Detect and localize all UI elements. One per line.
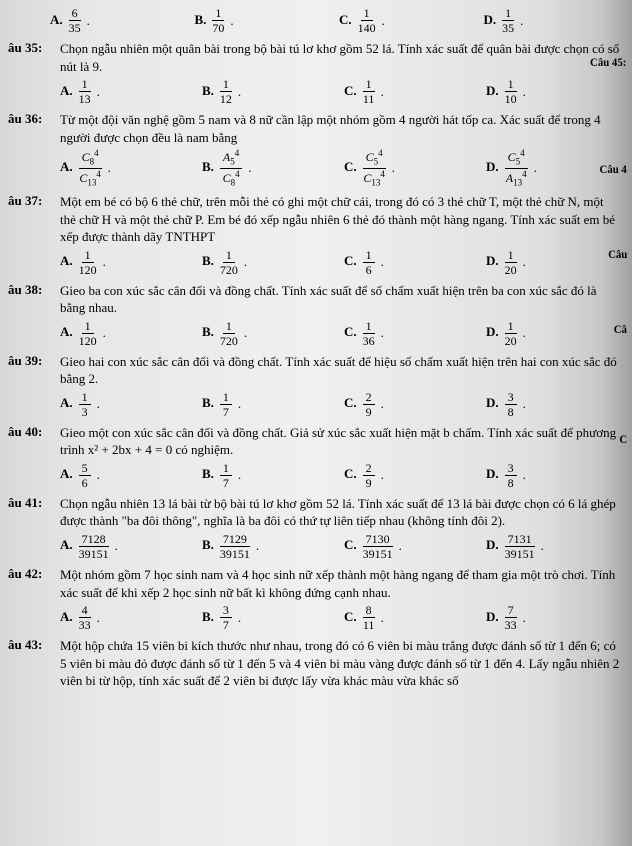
q40-label: âu 40: [8,424,60,440]
q40-c: C.29. [344,462,478,489]
opt-top-b: B.170. [195,7,332,34]
q42-a: A.433. [60,604,194,631]
q41-d: D.713139151. [486,533,620,560]
q41-text: Chọn ngẫu nhiên 13 lá bài từ bộ bài tú l… [60,495,620,530]
q38-c: C.136. [344,320,478,347]
q36-b: B.A54C84. [202,149,336,187]
q38-text: Gieo ba con xúc sắc cân đối và đồng chất… [60,282,620,317]
q41-c: C.713039151. [344,533,478,560]
q39-a: A.13. [60,391,194,418]
q35-c: C.111. [344,78,478,105]
q37-d: D.120. [486,249,620,276]
q35-text: Chọn ngẫu nhiên một quân bài trong bộ bà… [60,40,620,75]
q36-label: âu 36: [8,111,60,127]
q40-b: B.17. [202,462,336,489]
q37-b: B.1720. [202,249,336,276]
q42-text: Một nhóm gồm 7 học sinh nam và 4 học sin… [60,566,620,601]
q40-text: Gieo một con xúc sắc cân đối và đồng chấ… [60,424,620,459]
side-label-38: Câ [614,322,627,337]
q37-label: âu 37: [8,193,60,209]
q38-b: B.1720. [202,320,336,347]
q38-label: âu 38: [8,282,60,298]
q39-label: âu 39: [8,353,60,369]
q42-label: âu 42: [8,566,60,582]
q42-b: B.37. [202,604,336,631]
q40-d: D.38. [486,462,620,489]
q37-c: C.16. [344,249,478,276]
q43-label: âu 43: [8,637,60,653]
opt-top-a: A.635. [50,7,187,34]
opt-top-c: C.1140. [339,7,476,34]
q39-d: D.38. [486,391,620,418]
q36-a: A.C84C134. [60,149,194,187]
side-label-45: Câu 45: [590,55,626,70]
side-label-39: C [620,432,628,447]
q35-a: A.113. [60,78,194,105]
side-label-36: Câu 4 [599,162,626,177]
q43-text: Một hộp chứa 15 viên bi kích thước như n… [60,637,620,690]
q39-text: Gieo hai con xúc sắc cân đối và đồng chấ… [60,353,620,388]
q41-b: B.712939151. [202,533,336,560]
q37-a: A.1120. [60,249,194,276]
q42-c: C.811. [344,604,478,631]
q36-c: C.C54C134. [344,149,478,187]
q39-c: C.29. [344,391,478,418]
q41-label: âu 41: [8,495,60,511]
opt-top-d: D.135. [484,7,621,34]
q38-d: D.120. [486,320,620,347]
q35-d: D.110. [486,78,620,105]
q37-text: Một em bé có bộ 6 thẻ chữ, trên mỗi thẻ … [60,193,620,246]
side-label-37: Câu [608,247,627,262]
q41-a: A.712839151. [60,533,194,560]
q39-b: B.17. [202,391,336,418]
q40-a: A.56. [60,462,194,489]
q35-label: âu 35: [8,40,60,56]
q38-a: A.1120. [60,320,194,347]
q42-d: D.733. [486,604,620,631]
q35-b: B.112. [202,78,336,105]
q36-text: Từ một đội văn nghệ gồm 5 nam và 8 nữ cầ… [60,111,620,146]
